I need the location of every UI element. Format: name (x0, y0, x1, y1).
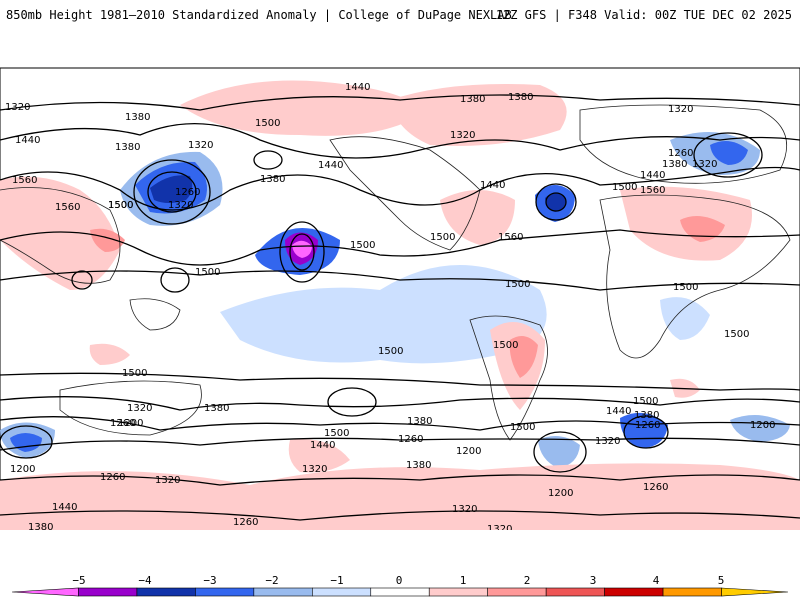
colorbar (11, 587, 789, 597)
contour-label: 1260 (635, 420, 660, 431)
contour-label: 1560 (55, 202, 80, 213)
contour-label: 1260 (398, 434, 423, 445)
contour-label: 1260 (668, 148, 693, 159)
colorbar-segment (78, 587, 138, 597)
colorbar-segment (195, 587, 255, 597)
contour-label: 1440 (640, 170, 665, 181)
contour-label: 1500 (493, 340, 518, 351)
colorbar-segment (662, 587, 722, 597)
contour-label: 1260 (233, 517, 258, 528)
contour-label: 1440 (15, 135, 40, 146)
map-title: 850mb Height 1981–2010 Standardized Anom… (6, 8, 512, 22)
contour-label: 1320 (188, 140, 213, 151)
contour-label: 1200 (456, 446, 481, 457)
colorbar-tick-label: −2 (265, 574, 279, 587)
colorbar-segment (312, 587, 372, 597)
contour-label: 1500 (633, 396, 658, 407)
contour-label: 1320 (692, 159, 717, 170)
colorbar-tick-label: −5 (72, 574, 86, 587)
contour-label: 1560 (498, 232, 523, 243)
colorbar-segment (487, 587, 547, 597)
contour-label: 1320 (450, 130, 475, 141)
colorbar-tick-label: 2 (523, 574, 531, 587)
contour-label: 1320 (168, 200, 193, 211)
contour-label: 1380 (406, 460, 431, 471)
colorbar-segment (428, 587, 488, 597)
colorbar-tick-label: 0 (395, 574, 403, 587)
contour-label: 1260 (175, 187, 200, 198)
contour-label: 1500 (430, 232, 455, 243)
anomaly-map: 1440 1320 1380 1380 1380 1500 1320 1440 … (0, 67, 800, 530)
contour-label: 1380 (460, 94, 485, 105)
colorbar-tick-label: −4 (138, 574, 152, 587)
colorbar-segment (136, 587, 196, 597)
header: 850mb Height 1981–2010 Standardized Anom… (0, 0, 800, 30)
contour-label: 1380 (407, 416, 432, 427)
contour-label: 1380 (28, 522, 53, 530)
contour-label: 1500 (122, 368, 147, 379)
colorbar-segment (370, 587, 430, 597)
colorbar-tick-label: 4 (652, 574, 660, 587)
contour-label: 1320 (127, 403, 152, 414)
colorbar-tick-label: 5 (717, 574, 725, 587)
contour-label: 1500 (510, 422, 535, 433)
contour-label: 1500 (350, 240, 375, 251)
contour-label: 1260 (110, 418, 135, 429)
contour-label: 1380 (634, 410, 659, 421)
continent-outlines (0, 104, 791, 441)
contour-label: 1320 (5, 102, 30, 113)
positive-anomaly-shading (0, 80, 800, 530)
colorbar-segment (545, 587, 605, 597)
contour-label: 1380 (115, 142, 140, 153)
contour-label: 1380 (260, 174, 285, 185)
contour-label: 1380 (508, 92, 533, 103)
contour-label: 1440 (52, 502, 77, 513)
contour-label: 1440 (480, 180, 505, 191)
contour-label: 1320 (595, 436, 620, 447)
colorbar-segment (11, 587, 79, 597)
contour-label: 1500 (255, 118, 280, 129)
colorbar-tick-label: 1 (459, 574, 467, 587)
contour-label: 1380 (204, 403, 229, 414)
contour-label: 1380 (125, 112, 150, 123)
contour-label: 1440 (345, 82, 370, 93)
contour-label: 1320 (452, 504, 477, 515)
contour-label: 1200 (750, 420, 775, 431)
colorbar-segment (604, 587, 664, 597)
contour-label: 1200 (118, 418, 143, 429)
contour-label: 1500 (108, 200, 133, 211)
negative-anomaly-shading (0, 132, 790, 468)
contour-label: 1200 (548, 488, 573, 499)
contour-label: 1500 (195, 267, 220, 278)
colorbar-segment (721, 587, 789, 597)
contour-label: 1320 (302, 464, 327, 475)
contour-label: 1320 (487, 524, 512, 530)
contour-label: 1440 (310, 440, 335, 451)
contour-label: 1560 (12, 175, 37, 186)
contour-label: 1200 (10, 464, 35, 475)
colorbar-segment (253, 587, 313, 597)
contour-label: 1380 (662, 159, 687, 170)
colorbar-tick-label: 3 (589, 574, 597, 587)
contour-label: 1440 (318, 160, 343, 171)
contour-labels: 1440 1320 1380 1380 1380 1500 1320 1440 … (5, 82, 775, 530)
colorbar-tick-label: −3 (203, 574, 217, 587)
colorbar-segments (11, 587, 789, 597)
contour-label: 1500 (324, 428, 349, 439)
contour-label: 1440 (606, 406, 631, 417)
contour-label: 1500 (108, 200, 133, 211)
contour-label: 1500 (378, 346, 403, 357)
contour-label: 1500 (673, 282, 698, 293)
contour-label: 1320 (155, 475, 180, 486)
colorbar-tick-label: −1 (330, 574, 344, 587)
contour-label: 1500 (505, 279, 530, 290)
height-contours (0, 94, 800, 521)
contour-label: 1500 (724, 329, 749, 340)
contour-label: 1260 (100, 472, 125, 483)
contour-label: 1500 (612, 182, 637, 193)
run-info: 12Z GFS | F348 Valid: 00Z TUE DEC 02 202… (495, 8, 792, 22)
contour-label: 1560 (640, 185, 665, 196)
contour-label: 1260 (643, 482, 668, 493)
contour-label: 1320 (668, 104, 693, 115)
